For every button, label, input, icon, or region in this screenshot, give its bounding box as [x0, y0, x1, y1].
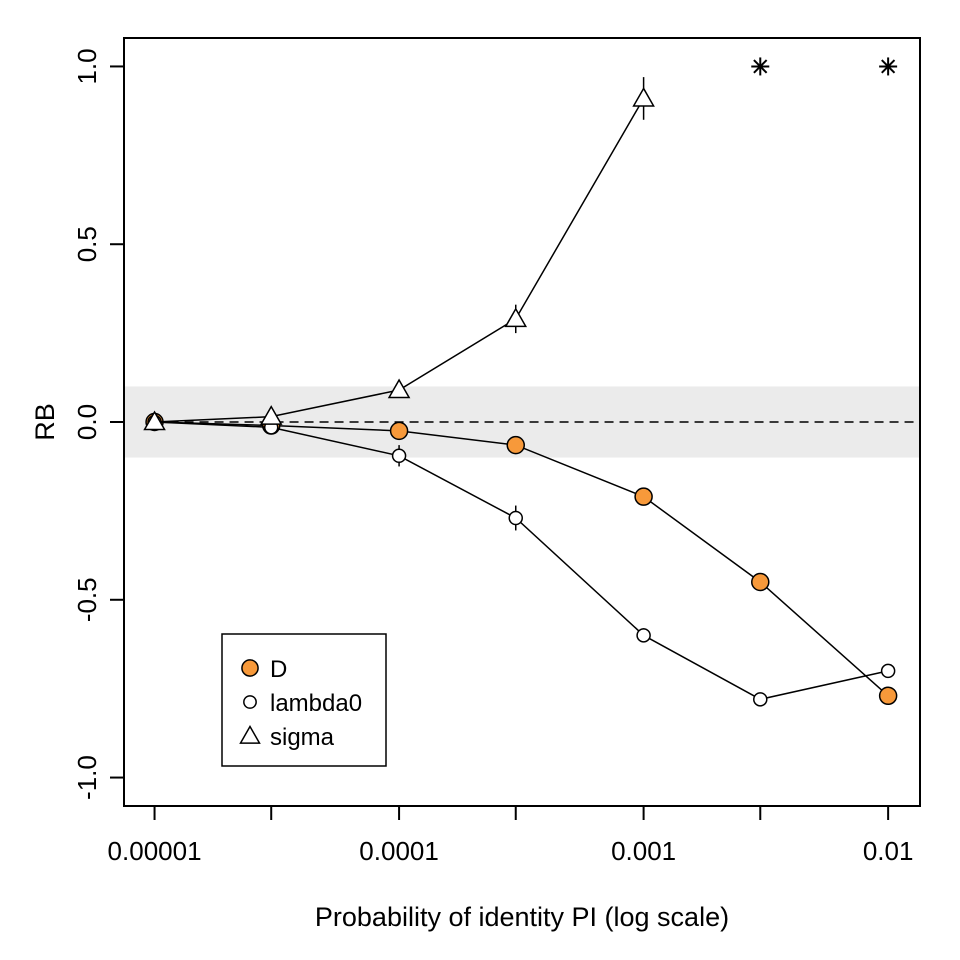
y-tick-label: 1.0 [72, 48, 102, 84]
asterisk-marker [879, 57, 898, 76]
legend-marker-D [241, 659, 259, 677]
x-tick-label: 0.001 [611, 836, 676, 866]
series-line-sigma [154, 98, 645, 423]
x-tick-label: 0.00001 [108, 836, 202, 866]
legend-label: lambda0 [270, 690, 362, 717]
data-point-sigma [504, 307, 528, 328]
data-point-lambda0 [753, 692, 768, 707]
legend-item-D: D [241, 656, 287, 683]
data-point-sigma [632, 86, 655, 107]
legend-marker-lambda0 [243, 695, 257, 709]
data-point-lambda0 [391, 448, 407, 464]
legend-label: D [270, 656, 287, 683]
series-lambda0 [147, 414, 896, 707]
y-axis-title: RB [30, 403, 60, 441]
legend-label: sigma [270, 724, 335, 751]
y-tick-label: -0.5 [72, 577, 102, 622]
x-axis-title: Probability of identity PI (log scale) [315, 902, 729, 932]
legend-marker-sigma [239, 724, 261, 744]
data-point-sigma [143, 410, 166, 431]
data-point-lambda0 [880, 663, 896, 679]
data-point-D [634, 487, 653, 506]
data-point-D [751, 572, 770, 592]
data-point-sigma [259, 405, 283, 425]
data-point-sigma [387, 378, 411, 399]
series-layer [143, 57, 898, 707]
legend-item-sigma: sigma [239, 724, 335, 751]
data-point-D [506, 435, 525, 455]
x-tick-label: 0.01 [863, 836, 914, 866]
x-tick-label: 0.0001 [359, 836, 439, 866]
axis-layer: 0.00001 0.0001 0.001 0.01 -1.0 -0.5 0.0 0.5 1.0 [72, 48, 913, 866]
y-tick-label: 0.0 [72, 404, 102, 440]
data-point-lambda0 [636, 628, 651, 643]
asterisk-stroke [881, 59, 896, 74]
data-point-D [389, 421, 409, 441]
asterisk-marker [751, 57, 770, 76]
legend-item-lambda0: lambda0 [243, 690, 362, 717]
asterisk-stroke [753, 59, 768, 74]
data-point-D [878, 686, 898, 706]
series-sigma [143, 77, 655, 431]
data-point-lambda0 [508, 510, 523, 526]
y-tick-label: -1.0 [72, 755, 102, 800]
y-tick-label: 0.5 [72, 226, 102, 262]
